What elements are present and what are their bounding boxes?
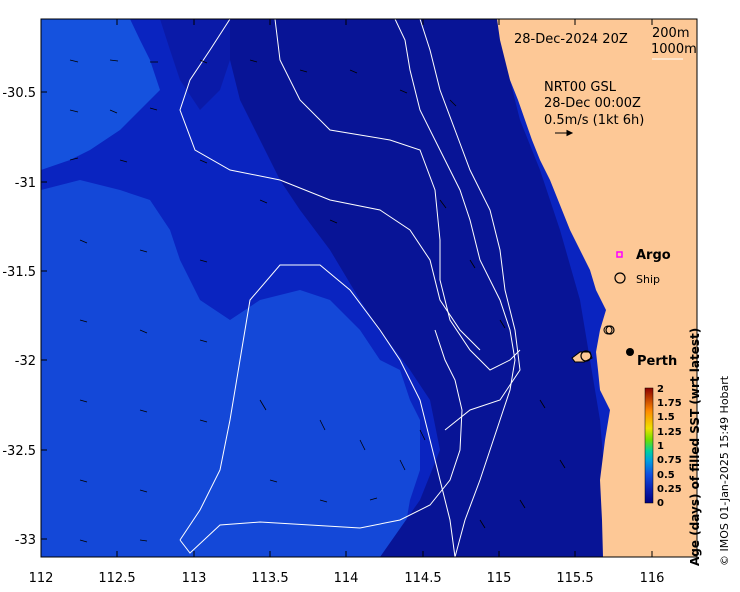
current-time: 28-Dec 00:00Z — [544, 96, 641, 111]
sst-region-light-band — [41, 180, 420, 557]
colorbar-tick: 0.75 — [657, 455, 682, 466]
y-tick: -32 — [15, 354, 36, 369]
colorbar-tick: 2 — [657, 384, 664, 395]
argo-symbol — [616, 251, 623, 258]
argo-label: Argo — [636, 248, 671, 263]
y-tick: -31 — [15, 176, 36, 191]
x-tick: 112.5 — [98, 571, 135, 586]
x-axis: 112 112.5 113 113.5 114 114.5 115 115.5 … — [29, 19, 665, 586]
current-vectors — [69, 59, 566, 543]
plot-area — [41, 19, 697, 557]
colorbar-tick: 1 — [657, 441, 664, 452]
ship-symbol — [614, 272, 626, 284]
colorbar-title: Age (days) of filled SST (wrt latest) — [688, 328, 702, 566]
current-scale-arrow — [555, 129, 574, 137]
sst-region-light-west — [41, 19, 160, 170]
x-tick: 115.5 — [556, 571, 593, 586]
x-tick: 116 — [640, 571, 665, 586]
current-scale-label: 0.5m/s (1kt 6h) — [544, 113, 644, 128]
x-tick: 112 — [29, 571, 54, 586]
x-tick: 114 — [334, 571, 359, 586]
x-tick: 114.5 — [404, 571, 441, 586]
y-tick: -33 — [15, 533, 36, 548]
colorbar-tick: 1.75 — [657, 398, 682, 409]
y-tick: -32.5 — [2, 444, 36, 459]
colorbar: 2 1.75 1.5 1.25 1 0.75 0.5 0.25 0 — [644, 384, 682, 509]
contour-label-200m: 200m — [652, 26, 689, 41]
x-tick: 113.5 — [251, 571, 288, 586]
colorbar-tick: 1.5 — [657, 412, 675, 423]
sst-region-dark-coastal — [230, 19, 605, 557]
plot-frame — [40, 18, 698, 558]
colorbar-ramp — [644, 387, 654, 504]
colorbar-tick: 0.25 — [657, 484, 682, 495]
ship-marker-1 — [580, 350, 592, 362]
perth-marker — [626, 348, 634, 356]
rottnest-island — [571, 351, 593, 363]
sst-region-dark-north — [160, 19, 230, 110]
y-tick: -31.5 — [2, 265, 36, 280]
colorbar-tick: 0 — [657, 498, 664, 509]
city-label-perth: Perth — [637, 354, 677, 369]
colorbar-tick: 0.5 — [657, 470, 675, 481]
contour-label-1000m: 1000m — [651, 42, 697, 57]
y-axis: -30.5 -31 -31.5 -32 -32.5 -33 — [2, 86, 47, 548]
current-product: NRT00 GSL — [544, 80, 617, 95]
ship-label: Ship — [636, 273, 660, 286]
depth-contours — [179, 19, 521, 557]
map-title: 28-Dec-2024 20Z — [514, 32, 628, 47]
colorbar-tick: 1.25 — [657, 427, 682, 438]
x-tick: 115 — [487, 571, 512, 586]
x-tick: 113 — [182, 571, 207, 586]
ship-marker-2 — [605, 325, 615, 335]
y-tick: -30.5 — [2, 86, 36, 101]
credit-text: © IMOS 01-Jan-2025 15:49 Hobart — [718, 375, 731, 566]
